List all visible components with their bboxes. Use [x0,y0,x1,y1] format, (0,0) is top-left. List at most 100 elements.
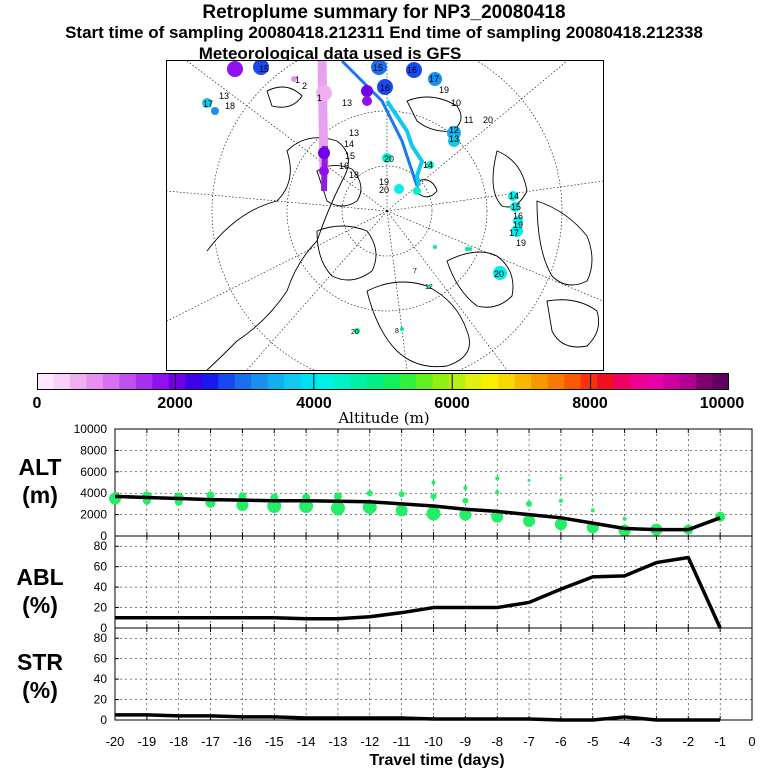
trajectory-paths [317,61,425,192]
map-label: 20 [351,329,359,336]
colorbar-cell [547,373,565,390]
trajectory-point [462,497,469,504]
trajectory-point [526,500,533,507]
trajectory-point [206,491,215,500]
y-tick-label: 0 [100,621,107,635]
y-tick-label: 4000 [80,486,107,500]
y-tick-label: 60 [94,652,108,666]
colorbar-cell [201,373,219,390]
colorbar-cell [102,373,120,390]
colorbar-cell [251,373,269,390]
map-label: 16 [380,83,390,93]
colorbar-cell [300,373,318,390]
trajectory-point [590,508,595,513]
alt-panel-title-line2: (m) [22,482,58,508]
colorbar-cell [218,373,236,390]
map-label: 18 [349,170,359,180]
map-label: 12 [449,125,459,135]
colorbar-tick-label: 2000 [157,395,193,412]
map-label: 2 [302,81,307,91]
trajectory-point [236,498,249,511]
map-label: 13 [342,98,352,108]
trajectory-point [559,476,563,480]
time-series-charts: 0200040006000800010000020406080020406080… [74,422,756,768]
x-tick-label: -13 [329,734,348,749]
abl-panel-title-line2: (%) [22,592,58,618]
map-label: 15 [511,202,521,212]
colorbar-cell [53,373,71,390]
map-label: 19 [379,177,389,187]
x-tick-label: -11 [393,734,411,749]
altitude-colorbar [37,373,729,390]
trajectory-point [495,490,500,495]
trajectory-point [109,492,121,505]
y-tick-label: 40 [94,580,108,594]
map-label: 19 [516,238,526,248]
y-tick-label: 2000 [80,508,107,522]
colorbar-cell [432,373,450,390]
trajectory-markers [202,61,523,334]
x-tick-label: -8 [491,734,503,749]
map-label: 1 [317,93,322,103]
colorbar-cell [69,373,87,390]
y-tick-label: 10000 [74,422,108,436]
trajectory-point [330,501,345,516]
map-label: 20 [384,154,394,164]
colorbar-cell [498,373,516,390]
colorbar-cell [366,373,384,390]
colorbar-cell [399,373,417,390]
trajectory-point [523,515,536,528]
map-label: 20 [483,115,493,125]
trajectory-point [333,492,342,501]
colorbar-cell [119,373,137,390]
map-label: 8 [395,328,399,335]
colorbar-cell [135,373,153,390]
colorbar-tick-label: 10000 [699,395,745,412]
colorbar-cell [696,373,714,390]
colorbar-cell [448,373,466,390]
x-axis-label: Travel time (days) [369,752,504,768]
x-tick-labels: -20 -19 -18 -17 -16 -15 -14 -13 -12 -11 -10 -9 -8 -7-… [106,734,756,749]
colorbar-cell [333,373,351,390]
colorbar-cell [712,373,729,390]
map-label: 10 [451,98,461,108]
colorbar-cell [185,373,203,390]
colorbar-cell [613,373,631,390]
median-line [115,713,721,722]
colorbar-tick-label: 8000 [572,395,608,412]
trajectory-point [430,493,437,500]
x-tick-label: -1 [714,734,726,749]
map-svg: 2 1 13 13 14 15 16 18 19 20 16 17 19 10 … [167,61,603,370]
trajectory-point [554,518,567,531]
str-panel-title: STR (%) [10,648,70,704]
x-tick-label: -12 [360,734,379,749]
colorbar-cell [564,373,582,390]
colorbar-cell [284,373,302,390]
colorbar-cell [465,373,483,390]
map-label: 7 [413,268,417,275]
sampling-times: Start time of sampling 20080418.212311 E… [65,23,703,42]
colorbar-cell [663,373,681,390]
trajectory-point [459,508,472,521]
y-tick-label: 20 [94,601,108,615]
map-label: 13 [219,91,229,101]
trajectory-point [491,510,504,523]
x-tick-label: -10 [424,734,443,749]
colorbar-cell [168,373,186,390]
x-tick-label: -16 [233,734,252,749]
map-label: 12 [425,284,433,291]
map-label: 1 [295,75,300,85]
x-tick-label: -4 [619,734,631,749]
colorbar-cell [679,373,697,390]
x-tick-label: -2 [683,734,695,749]
x-tick-label: -15 [265,734,284,749]
trajectory-point [431,480,436,485]
y-tick-label: 80 [94,539,108,553]
abl-panel-title: ABL (%) [10,563,70,619]
x-tick-label: -9 [460,734,472,749]
trajectory-point [395,504,408,517]
colorbar-cell [234,373,252,390]
trajectory-point [426,506,441,521]
chart-panel-0: 0 2000 4000 6000 8000 10000 [74,422,753,543]
x-tick-label: -7 [523,734,535,749]
